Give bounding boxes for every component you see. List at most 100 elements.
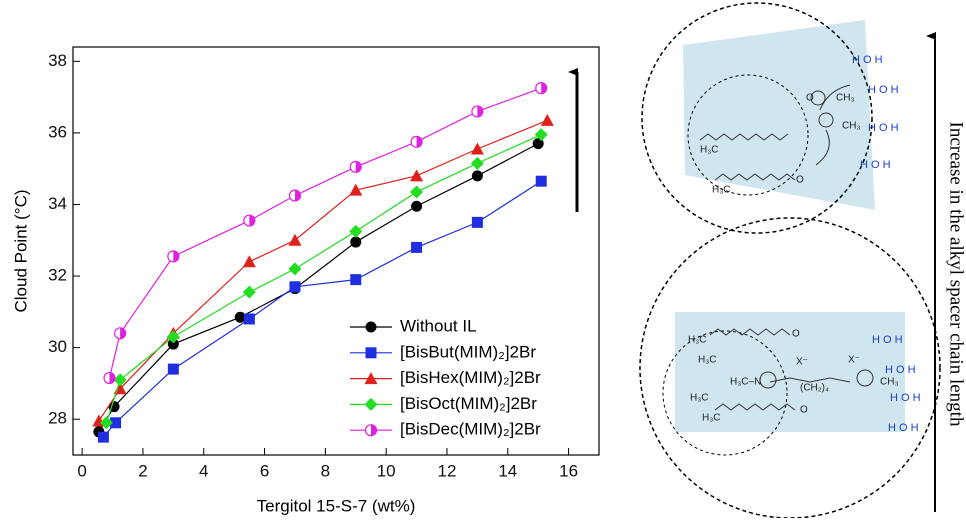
marker xyxy=(288,262,302,276)
legend-label: Without IL xyxy=(400,316,477,335)
marker xyxy=(349,160,362,173)
atom-label: CH₃ xyxy=(836,93,855,104)
atom-label: X⁻ xyxy=(848,355,860,366)
marker xyxy=(242,285,256,299)
y-tick-label: 34 xyxy=(48,194,67,213)
marker xyxy=(470,142,484,155)
atom-label: CH₃ xyxy=(880,377,899,388)
y-tick-label: 30 xyxy=(48,337,67,356)
marker xyxy=(97,431,109,443)
x-axis-label: Tergitol 15-S-7 (wt%) xyxy=(257,496,416,515)
ring xyxy=(856,369,874,387)
marker xyxy=(471,105,484,118)
x-tick-label: 0 xyxy=(77,461,86,480)
marker-half xyxy=(120,327,126,339)
micelle-core xyxy=(687,74,809,196)
marker xyxy=(288,233,302,246)
x-tick-label: 12 xyxy=(438,461,457,480)
marker xyxy=(289,281,301,293)
water-label: H O H xyxy=(868,122,899,134)
marker xyxy=(167,250,180,263)
water-label: H O H xyxy=(868,84,899,96)
marker-half xyxy=(541,82,547,94)
marker xyxy=(242,255,256,268)
marker xyxy=(365,321,377,333)
atom-label: O xyxy=(806,93,814,104)
marker-half xyxy=(249,215,255,227)
ring xyxy=(818,112,834,128)
marker xyxy=(167,338,179,350)
marker xyxy=(365,347,377,359)
marker xyxy=(110,417,122,429)
marker xyxy=(288,189,302,202)
marker-half xyxy=(477,105,483,117)
legend-label: [BisHex(MIM)₂]2Br xyxy=(400,368,541,387)
water-label: H O H xyxy=(885,364,916,376)
marker xyxy=(166,330,180,344)
micelle-outline xyxy=(639,217,941,519)
y-tick-label: 38 xyxy=(48,51,67,70)
marker xyxy=(243,313,255,325)
marker xyxy=(113,373,127,387)
marker-half xyxy=(416,136,423,148)
micelle-outline xyxy=(641,2,873,234)
water-label: H O H xyxy=(888,422,919,434)
y-tick-label: 36 xyxy=(48,122,67,141)
plot-frame xyxy=(72,46,600,456)
atom-label: (CH₂)₄ xyxy=(800,383,829,394)
legend-label: [BisOct(MIM)₂]2Br xyxy=(400,394,537,413)
marker-half xyxy=(109,372,115,384)
marker xyxy=(103,371,116,385)
y-tick-label: 32 xyxy=(48,266,67,285)
marker xyxy=(471,216,483,228)
marker xyxy=(540,113,554,126)
marker xyxy=(535,175,547,187)
marker xyxy=(470,156,484,170)
chain xyxy=(709,328,851,411)
atom-label: H₃C xyxy=(700,145,719,156)
atom-label: H₃C xyxy=(698,355,717,366)
marker xyxy=(114,327,127,340)
water-label: H O H xyxy=(872,334,903,346)
atom-label: O xyxy=(800,405,808,416)
marker xyxy=(167,363,179,375)
chain xyxy=(699,84,851,181)
atom-label: CH₃ xyxy=(842,121,861,132)
marker xyxy=(364,397,378,411)
marker xyxy=(364,424,378,437)
water-label: H O H xyxy=(860,159,891,171)
atom-label: X⁻ xyxy=(796,357,808,368)
marker xyxy=(410,135,423,148)
atom-label: O xyxy=(792,329,800,340)
marker-half xyxy=(173,250,179,262)
marker xyxy=(410,169,424,182)
x-tick-label: 8 xyxy=(321,461,330,480)
marker xyxy=(534,128,548,142)
marker xyxy=(349,224,363,238)
y-axis-label: Cloud Point (°C) xyxy=(11,189,30,312)
x-tick-label: 10 xyxy=(377,461,396,480)
micelle-region xyxy=(683,20,875,210)
marker xyxy=(349,183,363,196)
x-tick-label: 4 xyxy=(199,461,208,480)
marker-half xyxy=(355,161,362,173)
marker xyxy=(350,274,362,286)
water-label: H O H xyxy=(890,392,921,404)
marker xyxy=(471,170,483,182)
marker xyxy=(411,241,423,253)
legend-label: [BisDec(MIM)₂]2Br xyxy=(400,420,541,439)
atom-label: O xyxy=(796,175,804,186)
marker xyxy=(411,200,423,212)
x-tick-label: 6 xyxy=(260,461,269,480)
marker xyxy=(234,311,246,323)
atom-label: H₃C–N xyxy=(730,377,761,388)
x-tick-label: 14 xyxy=(498,461,517,480)
marker xyxy=(350,236,362,248)
side-label: Increase in the alkyl spacer chain lengt… xyxy=(946,122,966,427)
atom-label: H₃C xyxy=(688,335,707,346)
x-tick-label: 16 xyxy=(559,461,578,480)
marker-half xyxy=(371,424,377,436)
micelle-core xyxy=(662,330,788,456)
legend-label: [BisBut(MIM)₂]2Br xyxy=(400,342,536,361)
